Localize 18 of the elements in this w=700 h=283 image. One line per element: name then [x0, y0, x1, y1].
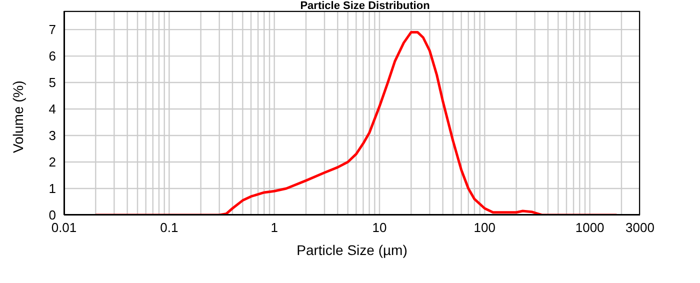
y-tick-label: 7	[48, 22, 56, 38]
x-tick-label: 1	[270, 220, 278, 236]
x-tick-label: 0.1	[160, 220, 178, 236]
y-tick-label: 0	[48, 208, 56, 223]
y-axis-title: Volume (%)	[10, 80, 26, 153]
x-tick-label: 0.01	[51, 220, 77, 236]
x-tick-label: 10	[372, 220, 387, 236]
chart-title: Particle Size Distribution	[299, 0, 431, 12]
x-tick-label: 100	[474, 220, 496, 236]
y-tick-label: 6	[48, 48, 56, 64]
x-axis-title: Particle Size (µm)	[296, 242, 408, 258]
y-tick-label: 5	[48, 75, 56, 90]
y-tick-label: 3	[48, 128, 56, 144]
x-tick-label: 3000	[626, 220, 654, 236]
x-tick-label: 1000	[575, 220, 604, 236]
y-tick-label: 2	[48, 154, 56, 170]
y-tick-label: 4	[48, 102, 56, 117]
y-tick-label: 1	[48, 181, 56, 196]
